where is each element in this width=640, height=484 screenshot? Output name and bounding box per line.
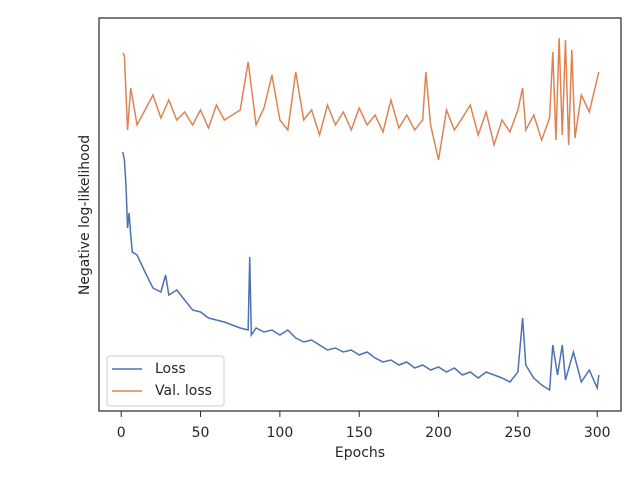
line-series	[122, 151, 600, 392]
x-tick-label: 200	[425, 425, 452, 441]
x-tick-label: 250	[505, 425, 532, 441]
legend-label: Val. loss	[155, 383, 212, 399]
x-axis-label: Epochs	[335, 445, 385, 461]
x-tick-label: 50	[192, 425, 210, 441]
line-series	[122, 37, 600, 161]
legend-label: Loss	[155, 361, 186, 377]
x-tick-label: 150	[346, 425, 373, 441]
legend: Loss Val. loss	[106, 355, 225, 407]
y-axis-label: Negative log-likelihood	[77, 135, 93, 295]
x-tick-label: 0	[117, 425, 126, 441]
plot-frame	[98, 17, 622, 412]
x-tick-label: 300	[584, 425, 611, 441]
x-tick-label: 100	[267, 425, 294, 441]
